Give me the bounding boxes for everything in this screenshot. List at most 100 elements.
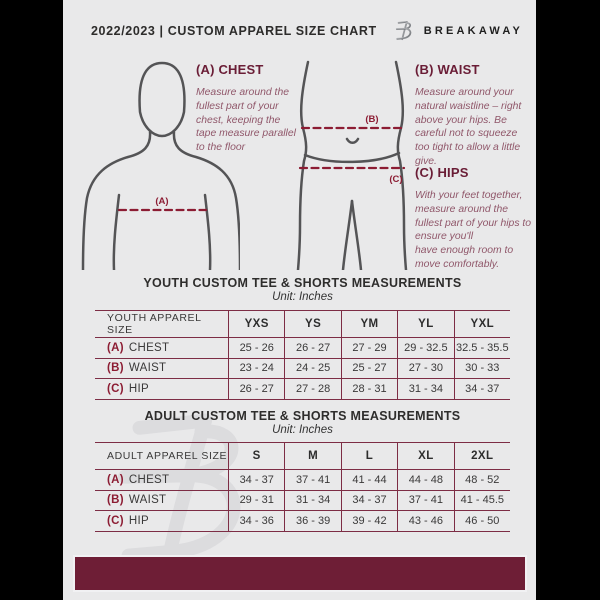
row-label-text: HIP (128, 514, 149, 527)
right-shoulder-arm-outline (172, 130, 240, 270)
row-prefix: (A) (107, 473, 124, 486)
row-label-text: WAIST (128, 494, 167, 507)
table-cell: 36 - 39 (284, 510, 341, 531)
table-cell: 48 - 52 (453, 469, 510, 490)
youth-col-ys: YS (284, 310, 341, 337)
table-cell: 30 - 33 (453, 357, 510, 378)
hips-instruction-body: With your feet together, measure around … (415, 190, 532, 271)
table-cell: 28 - 31 (340, 378, 398, 399)
brand-block: BREAKAWAY (394, 20, 523, 42)
adult-table-title: ADULT CUSTOM TEE & SHORTS MEASUREMENTS (144, 409, 461, 423)
table-cell: 24 - 25 (284, 357, 341, 378)
hips-instruction-heading: (C) HIPS (415, 165, 469, 180)
waist-instruction: (B) WAIST Measure around your natural wa… (415, 62, 533, 169)
lower-body-diagram: (B) (C) (296, 60, 408, 270)
adult-chest-row-label: (A) CHEST (95, 469, 228, 490)
brand-name: BREAKAWAY (423, 25, 523, 37)
table-cell: 26 - 27 (228, 378, 285, 399)
row-prefix: (C) (107, 514, 124, 527)
right-inner-leg-line (350, 199, 363, 270)
table-cell: 37 - 41 (284, 469, 341, 490)
waist-instruction-body: Measure around your natural waistline – … (415, 87, 522, 168)
table-cell: 27 - 29 (340, 337, 398, 358)
left-inner-leg-line (341, 199, 354, 270)
youth-hip-row-label: (C) HIP (95, 378, 228, 399)
hips-marker-label: (C) (389, 174, 402, 185)
youth-col-ym: YM (340, 310, 398, 337)
table-cell: 26 - 27 (284, 337, 341, 358)
head-outline (138, 61, 186, 138)
table-cell: 32.5 - 35.5 (453, 337, 510, 358)
row-label-text: CHEST (128, 473, 170, 486)
row-prefix: (C) (107, 382, 124, 395)
youth-waist-row-label: (B) WAIST (95, 357, 228, 379)
youth-col-yl: YL (397, 310, 454, 337)
adult-size-table: ADULT APPAREL SIZE S M L XL 2XL (A) CHES… (95, 442, 510, 532)
row-prefix: (B) (107, 494, 124, 507)
left-torso-leg-outline (296, 60, 310, 270)
table-cell: 23 - 24 (228, 357, 285, 378)
table-cell: 25 - 27 (340, 357, 398, 378)
table-cell: 27 - 28 (284, 378, 341, 399)
left-armpit-line (112, 193, 121, 270)
table-cell: 34 - 37 (228, 469, 285, 490)
table-cell: 41 - 45.5 (453, 489, 510, 510)
row-prefix: (B) (107, 362, 124, 375)
table-cell: 37 - 41 (397, 489, 454, 510)
hips-instruction: (C) HIPS With your feet together, measur… (415, 165, 535, 272)
document-page: 2022/2023 | CUSTOM APPAREL SIZE CHART BR… (63, 0, 536, 600)
youth-table-title: YOUTH CUSTOM TEE & SHORTS MEASUREMENTS (143, 276, 462, 290)
table-cell: 46 - 50 (453, 510, 510, 531)
adult-col-s: S (228, 442, 285, 469)
table-cell: 31 - 34 (397, 378, 454, 399)
table-cell: 44 - 48 (397, 469, 454, 490)
table-cell: 43 - 46 (397, 510, 454, 531)
waist-instruction-heading: (B) WAIST (415, 62, 480, 77)
chest-instruction-heading: (A) CHEST (196, 62, 264, 77)
table-cell: 31 - 34 (284, 489, 341, 510)
page-title: 2022/2023 | CUSTOM APPAREL SIZE CHART (91, 24, 377, 38)
chest-instruction-body: Measure around the fullest part of your … (196, 87, 296, 154)
upper-body-diagram: (A) (81, 61, 240, 270)
footer-maroon-bar (73, 555, 527, 592)
adult-col-2xl: 2XL (453, 442, 510, 469)
table-cell: 29 - 32.5 (397, 337, 454, 358)
adult-col-m: M (284, 442, 341, 469)
table-cell: 27 - 30 (397, 357, 454, 378)
row-prefix: (A) (107, 341, 124, 354)
row-label-text: HIP (128, 382, 149, 395)
hip-curve (303, 151, 401, 164)
breakaway-b-logo-icon (395, 20, 411, 41)
table-cell: 41 - 44 (340, 469, 398, 490)
adult-table-unit: Unit: Inches (272, 424, 333, 436)
right-black-bar (536, 0, 600, 600)
table-cell: 34 - 36 (228, 510, 285, 531)
adult-size-label-header: ADULT APPAREL SIZE (95, 442, 228, 469)
table-cell: 34 - 37 (453, 378, 510, 399)
adult-waist-row-label: (B) WAIST (95, 489, 228, 511)
row-label-text: CHEST (128, 341, 170, 354)
table-cell: 34 - 37 (340, 489, 398, 510)
waist-marker-label: (B) (365, 114, 378, 125)
adult-col-xl: XL (397, 442, 454, 469)
youth-size-label-header: YOUTH APPAREL SIZE (95, 310, 228, 337)
row-label-text: WAIST (128, 362, 167, 375)
left-shoulder-arm-outline (81, 130, 152, 270)
adult-hip-row-label: (C) HIP (95, 510, 228, 531)
youth-size-table: YOUTH APPAREL SIZE YXS YS YM YL YXL (A) … (95, 310, 510, 400)
right-torso-leg-outline (394, 60, 408, 270)
right-armpit-line (203, 193, 212, 270)
youth-table-unit: Unit: Inches (272, 291, 333, 303)
chest-marker-label: (A) (155, 196, 168, 207)
youth-col-yxl: YXL (453, 310, 510, 337)
table-cell: 25 - 26 (228, 337, 285, 358)
table-cell: 29 - 31 (228, 489, 285, 510)
chest-instruction: (A) CHEST Measure around the fullest par… (196, 62, 300, 155)
left-black-bar (0, 0, 63, 600)
youth-chest-row-label: (A) CHEST (95, 337, 228, 358)
adult-col-l: L (340, 442, 398, 469)
table-cell: 39 - 42 (340, 510, 398, 531)
youth-col-yxs: YXS (228, 310, 285, 337)
navel-mark (345, 137, 360, 144)
